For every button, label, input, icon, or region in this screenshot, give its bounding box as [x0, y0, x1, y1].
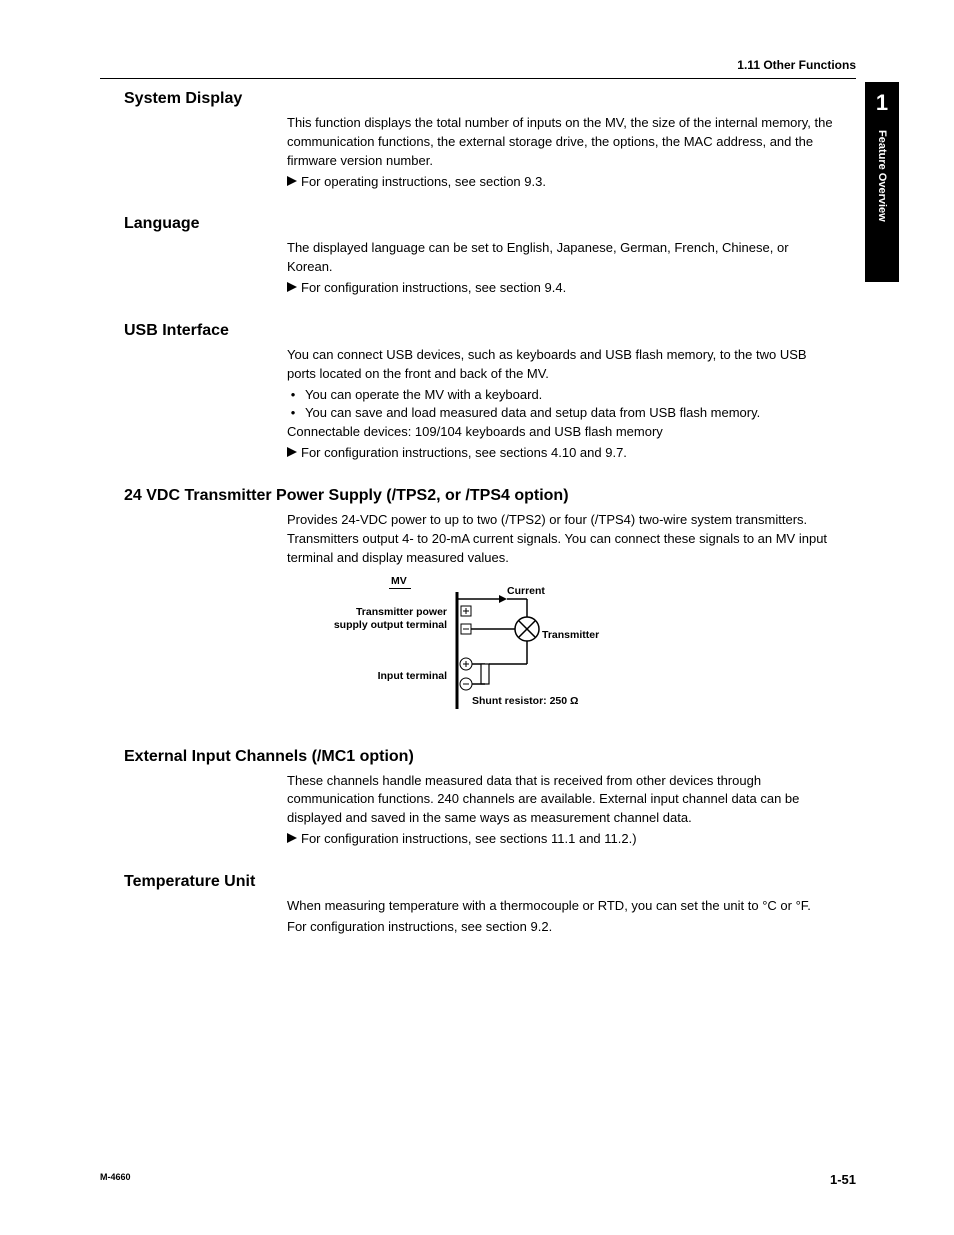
- para-ext-input: These channels handle measured data that…: [287, 772, 834, 829]
- bullet-usb-1: • You can operate the MV with a keyboard…: [287, 386, 834, 405]
- ref-temp-unit: For configuration instructions, see sect…: [287, 918, 834, 937]
- section-temp-unit: Temperature Unit When measuring temperat…: [124, 873, 834, 937]
- section-language: Language The displayed language can be s…: [124, 215, 834, 298]
- heading-language: Language: [124, 215, 834, 233]
- section-system-display: System Display This function displays th…: [124, 90, 834, 191]
- chapter-tab: 1 Feature Overview: [865, 82, 899, 282]
- content-area: System Display This function displays th…: [124, 90, 834, 961]
- heading-usb: USB Interface: [124, 322, 834, 340]
- header-rule: [100, 78, 856, 79]
- ref-text: For configuration instructions, see sect…: [301, 444, 627, 463]
- section-ext-input: External Input Channels (/MC1 option) Th…: [124, 748, 834, 849]
- heading-vdc: 24 VDC Transmitter Power Supply (/TPS2, …: [124, 487, 834, 505]
- page: 1.11 Other Functions 1 Feature Overview …: [0, 0, 954, 1235]
- pointer-icon: [287, 282, 297, 292]
- pointer-icon: [287, 176, 297, 186]
- heading-temp-unit: Temperature Unit: [124, 873, 834, 891]
- chapter-number: 1: [865, 90, 899, 116]
- para-temp-unit: When measuring temperature with a thermo…: [287, 897, 834, 916]
- ref-usb: For configuration instructions, see sect…: [287, 444, 834, 463]
- chapter-title: Feature Overview: [876, 130, 888, 222]
- ref-text: For operating instructions, see section …: [301, 173, 546, 192]
- heading-system-display: System Display: [124, 90, 834, 108]
- para-usb: You can connect USB devices, such as key…: [287, 346, 834, 384]
- heading-ext-input: External Input Channels (/MC1 option): [124, 748, 834, 766]
- bullet-text: You can operate the MV with a keyboard.: [305, 386, 542, 405]
- ref-language: For configuration instructions, see sect…: [287, 279, 834, 298]
- pointer-icon: [287, 833, 297, 843]
- bullet-dot: •: [287, 404, 299, 423]
- section-usb: USB Interface You can connect USB device…: [124, 322, 834, 463]
- bullet-usb-2: • You can save and load measured data an…: [287, 404, 834, 423]
- ref-ext-input: For configuration instructions, see sect…: [287, 830, 834, 849]
- ref-text: For configuration instructions, see sect…: [301, 279, 566, 298]
- section-vdc: 24 VDC Transmitter Power Supply (/TPS2, …: [124, 487, 834, 724]
- ref-text: For configuration instructions, see sect…: [301, 830, 637, 849]
- para-usb-connectable: Connectable devices: 109/104 keyboards a…: [287, 423, 834, 442]
- ref-system-display: For operating instructions, see section …: [287, 173, 834, 192]
- vdc-diagram: MV Current Transmitter power supply outp…: [327, 574, 687, 724]
- para-system-display: This function displays the total number …: [287, 114, 834, 171]
- diagram-svg: [327, 574, 687, 724]
- footer-doc-id: M-4660: [100, 1172, 131, 1187]
- pointer-icon: [287, 447, 297, 457]
- footer-page-num: 1-51: [830, 1172, 856, 1187]
- page-footer: M-4660 1-51: [100, 1172, 856, 1187]
- bullet-text: You can save and load measured data and …: [305, 404, 760, 423]
- header-section-ref: 1.11 Other Functions: [737, 58, 856, 72]
- bullet-dot: •: [287, 386, 299, 405]
- para-language: The displayed language can be set to Eng…: [287, 239, 834, 277]
- para-vdc: Provides 24-VDC power to up to two (/TPS…: [287, 511, 834, 568]
